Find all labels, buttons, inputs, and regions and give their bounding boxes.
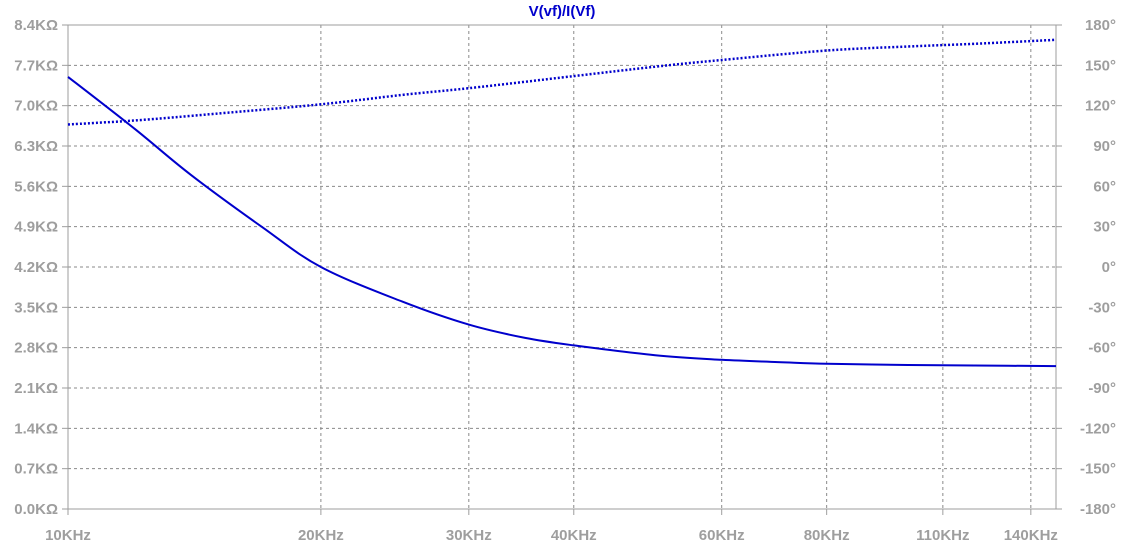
chart-title: V(vf)/I(Vf) (529, 3, 596, 20)
y-left-tick-label: 7.7KΩ (14, 57, 58, 74)
grid-layer (68, 25, 1056, 509)
y-right-tick-label: 150° (1085, 57, 1116, 74)
phase-series-line (67, 38, 1057, 126)
x-tick-label: 30KHz (446, 527, 492, 544)
y-left-tick-label: 1.4KΩ (14, 420, 58, 437)
magnitude-series-line (67, 76, 1057, 368)
x-tick-label: 140KHz (1004, 527, 1058, 544)
y-left-tick-label: 7.0KΩ (14, 98, 58, 115)
y-left-tick-label: 0.7KΩ (14, 461, 58, 478)
x-tick-label: 60KHz (699, 527, 745, 544)
y-right-tick-label: -30° (1088, 299, 1116, 316)
series-layer (67, 38, 1057, 368)
y-right-tick-label: 0° (1102, 259, 1116, 276)
y-right-tick-label: -120° (1080, 420, 1116, 437)
y-right-tick-label: -150° (1080, 461, 1116, 478)
y-right-tick-label: 180° (1085, 17, 1116, 34)
y-left-tick-label: 6.3KΩ (14, 138, 58, 155)
y-left-tick-label: 4.9KΩ (14, 219, 58, 236)
plot-frame (67, 24, 1057, 510)
x-tick-label: 20KHz (298, 527, 344, 544)
y-left-tick-label: 5.6KΩ (14, 178, 58, 195)
y-right-tick-label: 120° (1085, 98, 1116, 115)
y-right-tick-label: 90° (1093, 138, 1116, 155)
y-right-tick-label: -60° (1088, 340, 1116, 357)
y-left-tick-label: 4.2KΩ (14, 259, 58, 276)
y-left-tick-label: 8.4KΩ (14, 17, 58, 34)
y-left-tick-label: 0.0KΩ (14, 501, 58, 518)
x-tick-label: 40KHz (551, 527, 597, 544)
y-right-tick-label: -180° (1080, 501, 1116, 518)
x-tick-label: 80KHz (804, 527, 850, 544)
y-right-tick-label: 30° (1093, 219, 1116, 236)
y-left-tick-label: 2.1KΩ (14, 380, 58, 397)
y-left-tick-label: 2.8KΩ (14, 340, 58, 357)
tick-labels: 0.0KΩ 0.7KΩ 1.4KΩ 2.1KΩ 2.8KΩ 3.5KΩ 4.2KΩ 4.9KΩ… (14, 17, 1116, 544)
y-right-tick-label: -90° (1088, 380, 1116, 397)
x-tick-label: 10KHz (45, 527, 91, 544)
axis-layer (62, 24, 1062, 515)
x-tick-label: 110KHz (916, 527, 969, 544)
y-left-tick-label: 3.5KΩ (14, 299, 58, 316)
y-right-tick-label: 60° (1093, 178, 1116, 195)
